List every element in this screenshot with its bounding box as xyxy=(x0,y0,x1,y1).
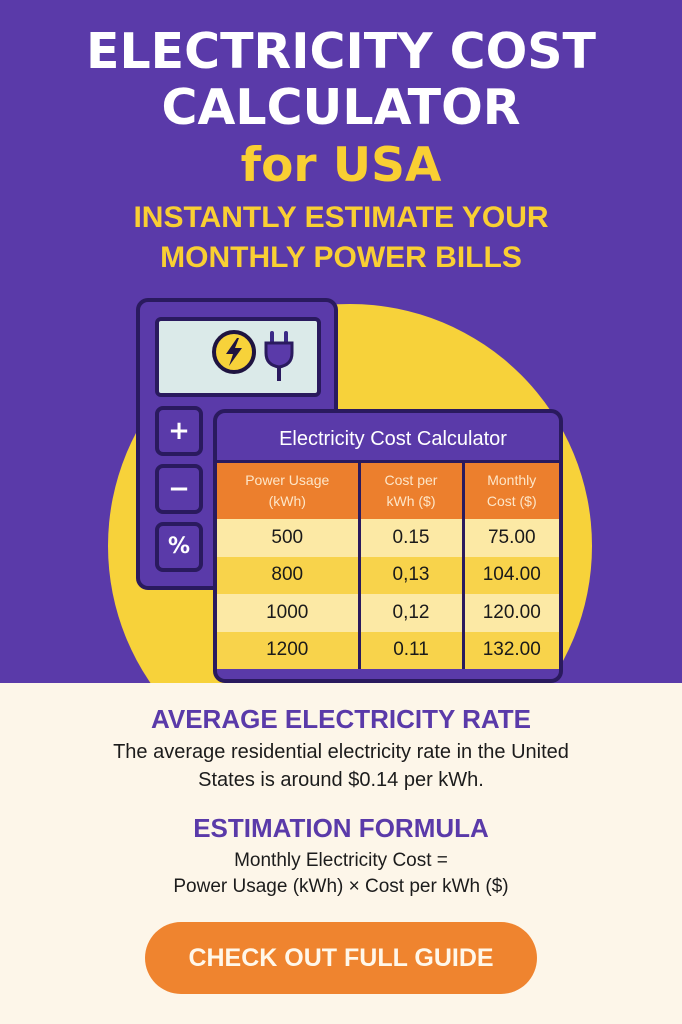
percent-button[interactable]: % xyxy=(155,522,203,572)
cell-monthly-cost: 104.00 xyxy=(463,556,559,594)
plus-button[interactable]: + xyxy=(155,406,203,456)
subtitle-line-2: MONTHLY POWER BILLS xyxy=(160,241,522,274)
lightning-bolt-icon xyxy=(212,330,256,374)
cell-power-usage: 1200 xyxy=(217,631,361,669)
formula-heading: ESTIMATION FORMULA xyxy=(193,813,489,843)
cell-monthly-cost: 132.00 xyxy=(463,631,559,669)
column-header-cost-per-kwh: Cost per kWh ($) xyxy=(359,463,465,519)
title-line-1: ELECTRICITY COST xyxy=(85,23,596,80)
average-rate-heading: AVERAGE ELECTRICITY RATE xyxy=(151,704,531,734)
table-row: 500 0.15 75.00 xyxy=(217,519,559,557)
column-header-monthly-cost: Monthly Cost ($) xyxy=(463,463,559,519)
title-line-2: CALCULATOR xyxy=(161,79,521,136)
cell-cost-per-kwh: 0,12 xyxy=(359,594,465,632)
column-header-power-usage: Power Usage (kWh) xyxy=(217,463,361,519)
cell-cost-per-kwh: 0.15 xyxy=(359,519,465,557)
cell-power-usage: 800 xyxy=(217,556,361,594)
check-out-full-guide-button[interactable]: CHECK OUT FULL GUIDE xyxy=(145,922,537,994)
cost-table-card: Electricity Cost Calculator Power Usage … xyxy=(213,409,563,683)
cell-power-usage: 1000 xyxy=(217,594,361,632)
table-row: 1000 0,12 120.00 xyxy=(217,594,559,632)
title-line-3: for USA xyxy=(240,138,442,193)
calculator-screen xyxy=(155,317,321,397)
table-header-row: Power Usage (kWh) Cost per kWh ($) Month… xyxy=(217,463,559,519)
cost-table: Power Usage (kWh) Cost per kWh ($) Month… xyxy=(217,463,559,669)
cell-monthly-cost: 120.00 xyxy=(463,594,559,632)
table-row: 1200 0.11 132.00 xyxy=(217,631,559,669)
cell-cost-per-kwh: 0.11 xyxy=(359,631,465,669)
subtitle-line-1: INSTANTLY ESTIMATE YOUR xyxy=(133,201,549,234)
hero-banner: ELECTRICITY COST CALCULATOR for USA INST… xyxy=(0,0,682,683)
cell-monthly-cost: 75.00 xyxy=(463,519,559,557)
plug-icon xyxy=(262,327,296,385)
minus-button[interactable]: − xyxy=(155,464,203,514)
table-row: 800 0,13 104.00 xyxy=(217,556,559,594)
formula-text: Monthly Electricity Cost = Power Usage (… xyxy=(173,850,509,897)
table-title: Electricity Cost Calculator xyxy=(217,413,559,463)
cell-cost-per-kwh: 0,13 xyxy=(359,556,465,594)
average-rate-text: The average residential electricity rate… xyxy=(113,741,569,791)
cell-power-usage: 500 xyxy=(217,519,361,557)
